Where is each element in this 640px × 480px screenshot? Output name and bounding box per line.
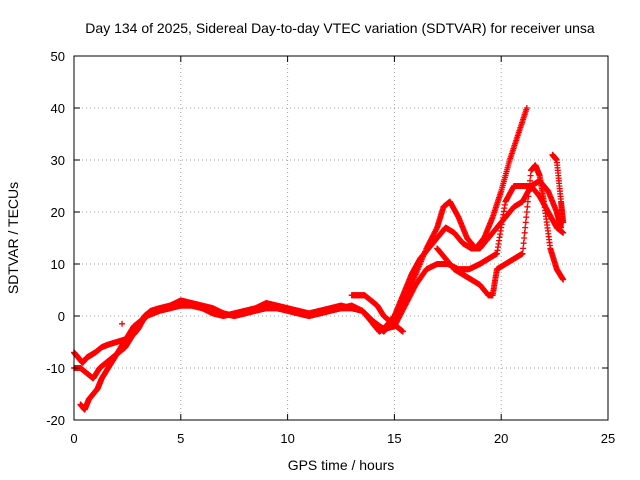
y-tick-label: 10 [51, 257, 65, 272]
series-track-f [549, 151, 567, 226]
x-tick-label: 15 [387, 431, 401, 446]
x-tick-label: 20 [494, 431, 508, 446]
data-point [527, 172, 534, 179]
y-axis-label: SDTVAR / TECUs [5, 182, 21, 294]
data-point [523, 214, 530, 221]
y-tick-label: 0 [58, 309, 65, 324]
data-point [560, 229, 567, 236]
data-point [522, 219, 529, 226]
chart-title: Day 134 of 2025, Sidereal Day-to-day VTE… [85, 20, 595, 36]
data-point [520, 240, 527, 247]
data-point [527, 177, 534, 184]
series-track-a [71, 177, 565, 366]
x-tick-label: 25 [601, 431, 615, 446]
x-tick-label: 10 [280, 431, 294, 446]
data-point [523, 105, 530, 111]
data-point [524, 198, 531, 205]
plot-frame [73, 55, 609, 421]
data-point [525, 193, 532, 200]
data-point [521, 235, 528, 241]
series-track-d [434, 162, 567, 299]
data-point [526, 183, 533, 189]
data-point [399, 328, 406, 335]
axis-ticks: 0 5 10 15 20 25 -20 -10 0 10 20 30 40 50 [46, 49, 615, 446]
data-point [523, 209, 530, 215]
data-points [71, 105, 567, 413]
data-point [522, 224, 529, 231]
data-point [519, 250, 526, 257]
data-point [560, 219, 567, 226]
x-axis-label: GPS time / hours [288, 457, 395, 473]
series-track-c [77, 183, 567, 413]
data-point [560, 276, 567, 283]
y-tick-label: 30 [51, 153, 65, 168]
data-point [119, 320, 126, 327]
y-tick-label: -10 [46, 361, 65, 376]
y-tick-label: 50 [51, 49, 65, 64]
series-track-e [348, 292, 406, 335]
y-tick-label: 20 [51, 205, 65, 220]
data-point [524, 203, 531, 210]
y-tick-label: 40 [51, 101, 65, 116]
grid-lines [74, 56, 608, 420]
series-isolated [119, 320, 126, 327]
x-tick-label: 5 [177, 431, 184, 446]
data-point [521, 229, 528, 236]
data-point [520, 245, 527, 252]
y-tick-label: -20 [46, 413, 65, 428]
data-point [525, 188, 532, 195]
x-tick-label: 0 [70, 431, 77, 446]
